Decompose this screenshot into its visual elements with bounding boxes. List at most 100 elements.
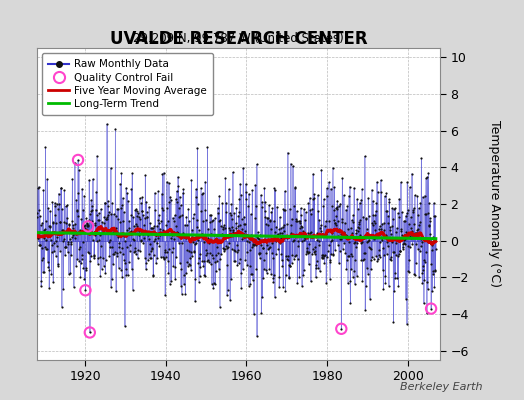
Point [68,218,76,224]
Point [303,248,311,254]
Point [232,204,241,211]
Point [81,287,90,294]
Point [231,248,239,254]
Point [403,179,411,186]
Point [156,229,165,235]
Point [108,228,117,235]
Point [195,254,204,261]
Point [165,270,173,276]
Point [326,276,334,282]
Point [419,194,427,200]
Point [167,249,176,256]
Point [145,251,153,257]
Point [39,254,47,261]
Point [78,186,86,192]
Point [46,208,54,214]
Point [204,225,212,232]
Point [350,240,358,246]
Point [153,255,161,262]
Point [370,256,378,262]
Point [377,237,386,243]
Point [316,232,325,238]
Point [422,211,430,218]
Point [256,232,265,238]
Point [40,269,49,276]
Point [419,263,427,270]
Point [405,256,413,263]
Point [194,236,202,243]
Point [381,232,390,238]
Point [282,220,291,227]
Point [117,201,126,208]
Point [129,249,138,255]
Point [101,199,109,206]
Point [317,166,325,173]
Point [122,184,130,191]
Point [286,205,294,212]
Point [77,216,85,222]
Point [196,264,204,270]
Point [171,276,179,282]
Point [139,222,148,228]
Point [379,285,388,292]
Point [146,255,154,261]
Point [267,226,275,232]
Point [431,212,439,219]
Point [362,282,370,289]
Point [395,250,403,257]
Point [157,231,165,238]
Point [259,275,267,281]
Point [187,267,195,273]
Point [57,185,65,192]
Point [192,194,200,200]
Point [102,257,110,263]
Point [380,220,388,226]
Point [283,256,291,262]
Point [290,185,299,192]
Point [90,255,98,262]
Point [313,237,321,244]
Point [200,258,209,264]
Point [161,292,169,299]
Point [323,254,331,260]
Point [171,196,180,202]
Point [341,232,349,238]
Point [288,216,296,222]
Point [168,232,176,238]
Point [377,189,385,195]
Point [347,266,356,272]
Point [427,306,435,312]
Point [406,184,414,190]
Point [241,228,249,234]
Point [47,271,56,277]
Point [402,210,411,216]
Point [330,184,339,190]
Point [230,258,238,264]
Point [59,226,67,233]
Point [239,164,247,171]
Point [50,240,58,246]
Point [233,242,241,248]
Point [271,187,279,193]
Point [278,263,287,269]
Point [307,211,315,217]
Point [299,266,308,273]
Point [118,195,127,201]
Point [132,221,140,227]
Point [425,215,434,221]
Point [332,222,341,228]
Point [122,272,130,278]
Point [238,236,246,242]
Point [100,214,108,221]
Point [57,304,66,310]
Point [372,208,380,214]
Point [401,241,409,247]
Point [427,306,435,312]
Point [66,236,74,242]
Point [209,284,217,291]
Point [232,220,240,226]
Point [310,191,319,198]
Point [250,311,258,318]
Point [361,250,369,257]
Point [242,189,250,195]
